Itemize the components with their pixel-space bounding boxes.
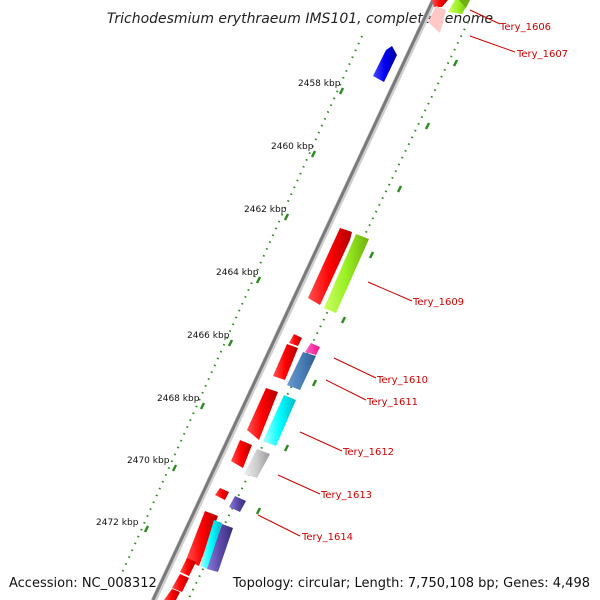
gene-arrow-red-7 xyxy=(186,511,218,566)
gene-label-tery-1610: Tery_1610 xyxy=(376,375,428,386)
genome-backbone-core xyxy=(151,0,435,600)
gene-box-blue-1611 xyxy=(287,352,316,390)
gene-arrow-red-8 xyxy=(180,558,196,576)
gene-arrow-red-2 xyxy=(273,344,298,380)
gene-box-gray-1613 xyxy=(244,449,270,478)
gene-box-green-1609 xyxy=(324,234,369,313)
tick-label-2458: 2458 kbp xyxy=(298,79,341,89)
tick-label-2466: 2466 kbp xyxy=(187,331,230,341)
gene-label-tery-1609: Tery_1609 xyxy=(412,297,464,308)
gene-box-cyan-1612 xyxy=(263,395,296,446)
gene-label-tery-1606: Tery_1606 xyxy=(499,22,551,33)
gene-box-pink-1610 xyxy=(305,343,320,355)
gene-label-tery-1611: Tery_1611 xyxy=(366,397,418,408)
gene-box-purple-small xyxy=(229,496,246,512)
inner-tick-marks xyxy=(255,59,459,515)
tick-label-2460: 2460 kbp xyxy=(271,142,314,152)
gene-arrow-red-1 xyxy=(308,228,352,305)
tick-label-2472: 2472 kbp xyxy=(96,518,139,528)
accession-text: Accession: NC_008312 xyxy=(9,576,157,591)
gene-arrow-red-6 xyxy=(215,488,229,500)
kbp-tick-marks xyxy=(143,87,345,533)
gene-arrow-red-9 xyxy=(172,574,189,592)
gene-label-tery-1612: Tery_1612 xyxy=(342,447,394,458)
gene-box-purple-1614 xyxy=(207,524,233,572)
tick-label-2468: 2468 kbp xyxy=(157,394,200,404)
tick-label-2462: 2462 kbp xyxy=(244,205,287,215)
gene-arrow-red-3 xyxy=(289,334,302,346)
map-title: Trichodesmium erythraeum IMS101, complet… xyxy=(107,11,493,27)
gene-arrow-red-5 xyxy=(231,440,252,468)
tick-label-2470: 2470 kbp xyxy=(127,456,170,466)
gene-box-cyan-1614 xyxy=(200,520,222,569)
gene-label-tery-1614: Tery_1614 xyxy=(301,532,353,543)
gene-block-top xyxy=(428,0,470,33)
gene-label-tery-1613: Tery_1613 xyxy=(320,490,372,501)
gene-arrow-red-4 xyxy=(247,388,278,440)
inner-dotted-guide xyxy=(187,21,469,600)
tick-label-2464: 2464 kbp xyxy=(216,268,259,278)
genome-stats-text: Topology: circular; Length: 7,750,108 bp… xyxy=(232,576,590,591)
gene-label-tery-1607: Tery_1607 xyxy=(516,49,568,60)
gene-arrow-red-10 xyxy=(164,589,180,600)
label-leader-lines xyxy=(257,9,516,537)
gene-arrow-blue xyxy=(373,46,397,82)
